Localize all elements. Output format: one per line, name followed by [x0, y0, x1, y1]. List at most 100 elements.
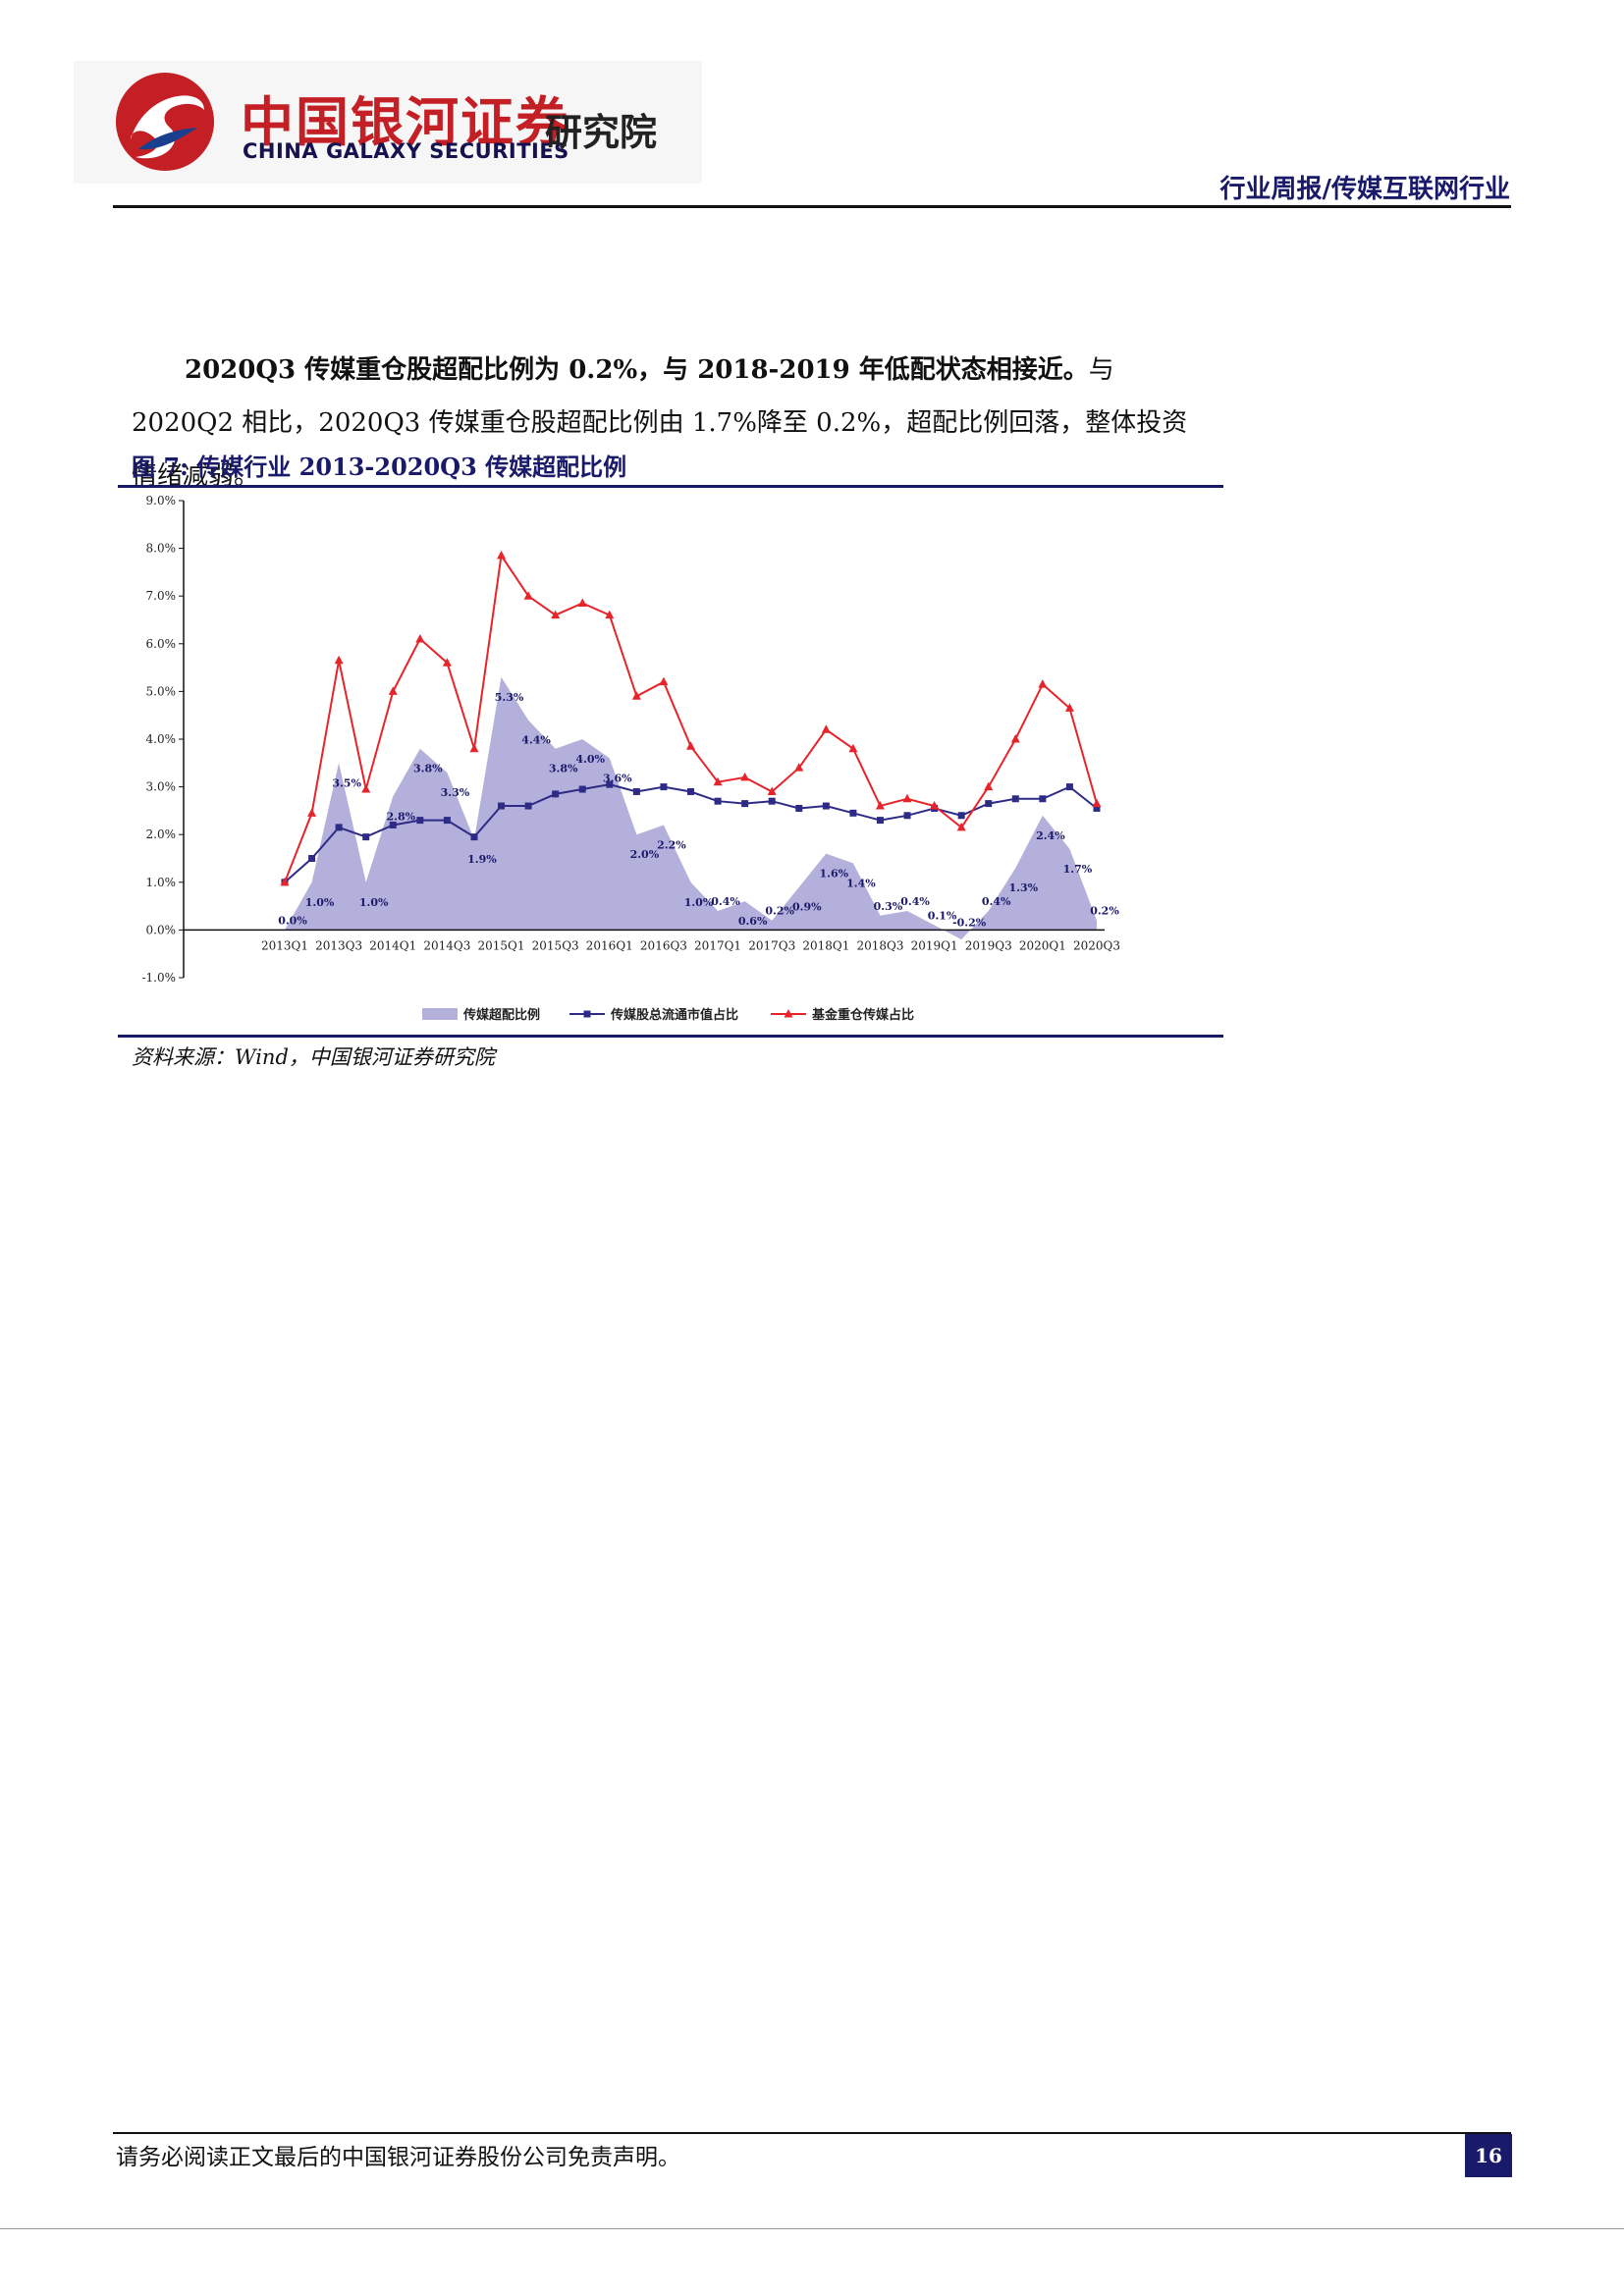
data-label: 1.3%: [1009, 881, 1039, 894]
marker-market-cap: [1065, 783, 1073, 791]
data-label: 4.4%: [521, 734, 551, 747]
marker-fund-holding: [984, 781, 994, 791]
legend-label: 传媒股总流通市值占比: [610, 1007, 738, 1023]
marker-market-cap: [524, 802, 532, 810]
x-tick-label: 2015Q3: [532, 938, 579, 952]
marker-market-cap: [903, 812, 911, 820]
marker-fund-holding: [307, 808, 317, 817]
marker-market-cap: [606, 780, 614, 788]
disclaimer: 请务必阅读正文最后的中国银河证券股份公司免责声明。: [116, 2145, 680, 2170]
data-label: 1.6%: [820, 868, 849, 881]
data-label: 1.7%: [1063, 863, 1093, 876]
x-tick-label: 2016Q1: [586, 938, 633, 952]
marker-market-cap: [1093, 804, 1101, 812]
body-paragraph: 2020Q3 传媒重仓股超配比例为 0.2%，与 2018-2019 年低配状态…: [132, 344, 1212, 503]
logo: 中国银河证券 CHINA GALAXY SECURITIES 研究院: [74, 61, 702, 184]
figure-title: 图 7: 传媒行业 2013-2020Q3 传媒超配比例: [132, 453, 627, 481]
x-tick-label: 2020Q3: [1073, 938, 1120, 952]
marker-fund-holding: [388, 686, 398, 695]
legend-label: 传媒超配比例: [462, 1007, 540, 1023]
chart-svg: 9.0% 8.0% 7.0% 6.0% 5.0% 4.0% 3.0% 2.0% 1.0% 0.0%…: [141, 494, 1120, 1023]
report-type: 行业周报/传媒互联网行业: [1219, 175, 1511, 204]
data-label: 3.5%: [332, 776, 361, 789]
data-label: 0.2%: [1090, 905, 1119, 918]
data-label: 0.4%: [982, 895, 1011, 908]
marker-fund-holding: [956, 822, 966, 831]
legend-swatch-area: [422, 1008, 458, 1020]
marker-market-cap: [849, 809, 857, 817]
x-tick-label: 2014Q1: [369, 938, 416, 952]
y-tick-label: 5.0%: [146, 684, 177, 698]
data-label: 4.0%: [575, 753, 605, 766]
data-label: 2.0%: [630, 848, 660, 861]
marker-fund-holding: [605, 610, 615, 619]
y-tick-label: 7.0%: [146, 589, 177, 603]
marker-fund-holding: [523, 591, 533, 600]
y-tick-label: 4.0%: [146, 732, 177, 746]
marker-fund-holding: [1092, 798, 1102, 808]
footer-rule: [113, 2132, 1511, 2134]
marker-market-cap: [741, 800, 749, 808]
data-label: 3.8%: [549, 763, 578, 775]
data-label: 1.0%: [684, 896, 714, 909]
marker-market-cap: [389, 821, 397, 828]
data-label: 3.3%: [441, 786, 470, 799]
marker-market-cap: [795, 804, 803, 812]
marker-fund-holding: [280, 877, 290, 886]
marker-market-cap: [416, 817, 424, 825]
figure-bottom-rule: [118, 1035, 1223, 1038]
data-label: 0.4%: [711, 895, 740, 908]
x-tick-label: 2017Q1: [694, 938, 741, 952]
marker-market-cap: [1039, 795, 1047, 803]
x-tick-label: 2016Q3: [640, 938, 687, 952]
data-label: 3.6%: [603, 772, 632, 784]
data-label: 2.8%: [386, 810, 415, 823]
marker-fund-holding: [551, 610, 561, 619]
marker-fund-holding: [821, 724, 831, 733]
data-label: -0.2%: [952, 916, 987, 929]
marker-fund-holding: [1038, 679, 1048, 688]
data-label: 1.4%: [846, 877, 876, 889]
x-tick-label: 2019Q1: [911, 938, 958, 952]
institute-label: 研究院: [545, 111, 658, 154]
marker-fund-holding: [1010, 734, 1020, 743]
marker-fund-holding: [442, 658, 452, 667]
figure-source: 资料来源：Wind，中国银河证券研究院: [132, 1045, 495, 1069]
galaxy-logo-icon: [116, 73, 214, 171]
marker-fund-holding: [415, 633, 425, 643]
marker-market-cap: [632, 787, 640, 795]
marker-fund-holding: [577, 598, 587, 607]
marker-fund-holding: [469, 743, 479, 753]
y-tick-label: 2.0%: [146, 828, 177, 841]
data-label: 2.2%: [657, 838, 686, 851]
x-tick-label: 2014Q3: [423, 938, 470, 952]
body-sentence: 与 2020Q2 相比，2020Q3 传媒重仓股超配比例由 1.7%降至 0.2…: [132, 355, 1188, 491]
chart: 9.0% 8.0% 7.0% 6.0% 5.0% 4.0% 3.0% 2.0% 1.0% 0.0%…: [118, 488, 1223, 1035]
marker-fund-holding: [713, 776, 723, 786]
marker-market-cap: [822, 802, 830, 810]
lead-sentence: 2020Q3 传媒重仓股超配比例为 0.2%，与 2018-2019 年低配状态…: [185, 355, 1089, 385]
marker-fund-holding: [334, 655, 344, 665]
page-edge-rule: [0, 2228, 1624, 2229]
y-tick-label: 0.0%: [146, 923, 177, 936]
x-tick-label: 2018Q3: [856, 938, 903, 952]
marker-fund-holding: [1064, 703, 1074, 712]
marker-market-cap: [687, 787, 694, 795]
y-tick-label: 8.0%: [146, 542, 177, 556]
marker-market-cap: [335, 824, 343, 831]
x-tick-label: 2013Q3: [315, 938, 362, 952]
x-tick-label: 2018Q1: [802, 938, 849, 952]
y-tick-label: -1.0%: [141, 971, 176, 985]
header-rule: [113, 205, 1511, 208]
marker-market-cap: [876, 817, 884, 825]
marker-fund-holding: [848, 743, 858, 753]
y-tick-label: 1.0%: [146, 876, 177, 889]
marker-market-cap: [660, 783, 668, 791]
data-label: 0.3%: [874, 900, 903, 913]
x-tick-label: 2017Q3: [748, 938, 795, 952]
data-label: 1.0%: [305, 896, 335, 909]
marker-market-cap: [957, 812, 965, 820]
marker-fund-holding: [497, 550, 507, 560]
x-tick-label: 2013Q1: [261, 938, 308, 952]
marker-market-cap: [552, 790, 560, 798]
